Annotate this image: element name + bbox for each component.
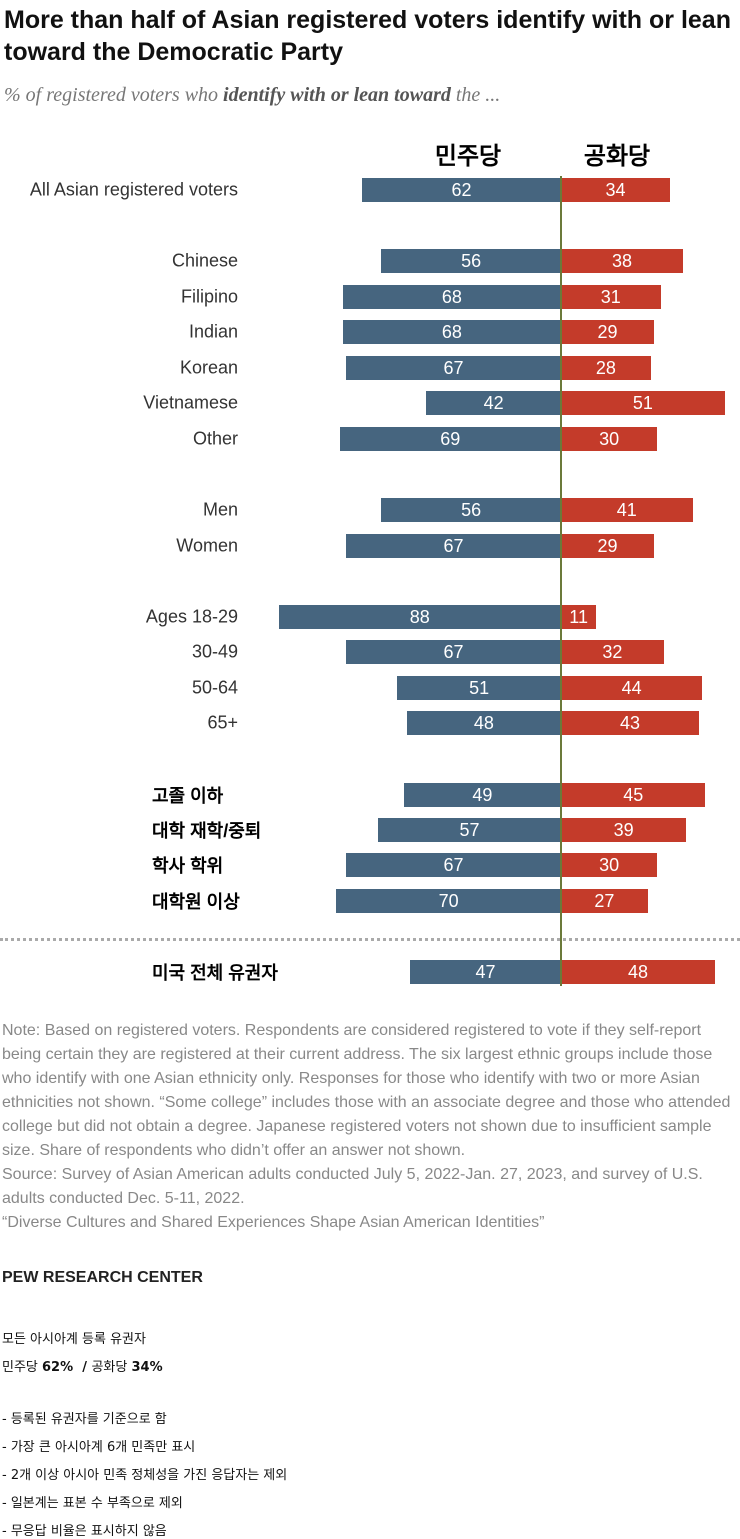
bar-republican: 45	[561, 783, 706, 807]
summary-dem-label: 민주당	[2, 1360, 43, 1375]
bar-republican: 51	[561, 391, 725, 415]
row-label: Other	[192, 428, 238, 449]
row-label: 미국 전체 유권자	[152, 963, 278, 983]
bar-republican: 39	[561, 818, 687, 842]
bar-democrat: 70	[336, 889, 561, 913]
bar-democrat: 88	[278, 605, 561, 629]
bar-republican: 29	[561, 320, 655, 344]
summary-rep-label: 공화당	[91, 1360, 132, 1375]
bar-democrat: 47	[410, 960, 561, 984]
bar-republican: 34	[561, 178, 671, 202]
row-label: 50-64	[191, 677, 238, 698]
note: Note: Based on registered voters. Respon…	[2, 1019, 738, 1235]
bar-democrat: 68	[342, 320, 561, 344]
row-label: Chinese	[171, 250, 238, 271]
bar-republican: 28	[561, 356, 651, 380]
subtitle-bold: identify with or lean toward	[223, 84, 451, 106]
row-label: 대학원 이상	[152, 892, 240, 912]
center-axis	[560, 176, 562, 986]
bar-democrat: 67	[345, 853, 561, 877]
report-title: “Diverse Cultures and Shared Experiences…	[2, 1214, 545, 1231]
bar-republican: 44	[561, 676, 703, 700]
subtitle-text-end: the ...	[450, 84, 501, 106]
row-label: Vietnamese	[143, 392, 238, 413]
summary-bullet: - 일본계는 표본 수 부족으로 제외	[2, 1496, 183, 1511]
bar-democrat: 62	[361, 178, 561, 202]
bar-republican: 30	[561, 853, 658, 877]
bar-democrat: 42	[426, 391, 561, 415]
chart-title: More than half of Asian registered voter…	[4, 6, 731, 66]
bar-democrat: 69	[339, 427, 561, 451]
row-label: Ages 18-29	[145, 606, 238, 627]
bar-republican: 32	[561, 640, 664, 664]
brand-logo-text: PEW RESEARCH CENTER	[2, 1269, 203, 1286]
summary-rep-value: 34%	[131, 1360, 163, 1375]
legend-democrat: 민주당	[434, 143, 502, 170]
row-label: 학사 학위	[152, 856, 224, 876]
bar-democrat: 56	[381, 498, 561, 522]
bar-democrat: 56	[381, 249, 561, 273]
row-label: 30-49	[191, 641, 238, 662]
legend-republican: 공화당	[583, 143, 651, 170]
bar-democrat: 57	[378, 818, 561, 842]
summary-values: 민주당 62% / 공화당 34%	[2, 1356, 163, 1375]
bar-republican: 43	[561, 711, 700, 735]
bar-republican: 38	[561, 249, 683, 273]
summary-separator: /	[73, 1360, 92, 1375]
summary-heading: 모든 아시아계 등록 유권자	[2, 1332, 146, 1347]
summary-bullet: - 등록된 유권자를 기준으로 함	[2, 1412, 167, 1427]
bar-democrat: 68	[342, 285, 561, 309]
bar-republican: 48	[561, 960, 716, 984]
row-label: Korean	[179, 357, 238, 378]
row-label: 고졸 이하	[152, 786, 224, 806]
bar-democrat: 67	[345, 534, 561, 558]
bar-republican: 31	[561, 285, 661, 309]
bar-democrat: 67	[345, 356, 561, 380]
bar-republican: 27	[561, 889, 648, 913]
row-label: Indian	[188, 321, 238, 342]
summary-bullet: - 무응답 비율은 표시하지 않음	[2, 1524, 167, 1539]
bar-democrat: 49	[403, 783, 561, 807]
chart-subtitle: % of registered voters who identify with…	[4, 84, 500, 107]
bar-democrat: 51	[397, 676, 561, 700]
bar-republican: 41	[561, 498, 693, 522]
row-label: Men	[202, 499, 238, 520]
bar-republican: 29	[561, 534, 655, 558]
subtitle-text: % of registered voters who	[4, 84, 224, 106]
summary-bullet: - 2개 이상 아시아 민족 정체성을 가진 응답자는 제외	[2, 1468, 288, 1483]
summary-dem-value: 62%	[42, 1360, 74, 1375]
dotted-divider	[0, 938, 740, 941]
row-label: 65+	[207, 712, 238, 733]
row-label: All Asian registered voters	[29, 179, 238, 200]
row-label: 대학 재학/중퇴	[152, 821, 262, 841]
summary-bullet: - 가장 큰 아시아계 6개 민족만 표시	[2, 1440, 196, 1455]
bar-democrat: 67	[345, 640, 561, 664]
bar-democrat: 48	[406, 711, 561, 735]
source-text: Source: Survey of Asian American adults …	[2, 1166, 703, 1207]
row-label: Filipino	[180, 286, 238, 307]
bar-republican: 11	[561, 605, 597, 629]
row-label: Women	[176, 535, 238, 556]
bar-republican: 30	[561, 427, 658, 451]
note-text: Note: Based on registered voters. Respon…	[2, 1022, 731, 1159]
